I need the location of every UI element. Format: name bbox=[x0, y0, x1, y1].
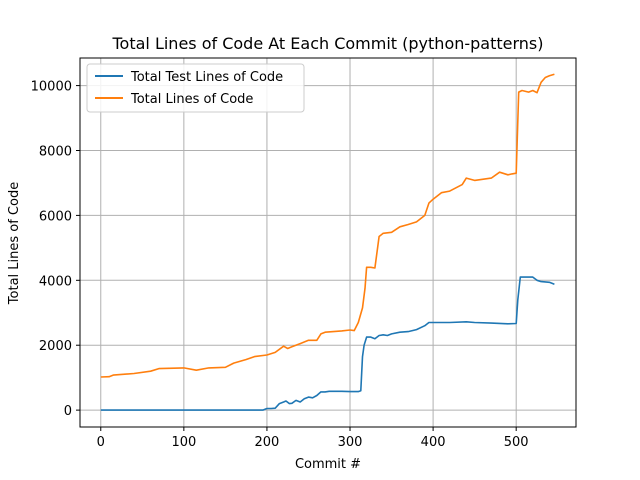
legend-label: Total Test Lines of Code bbox=[130, 70, 283, 85]
chart-title: Total Lines of Code At Each Commit (pyth… bbox=[111, 34, 543, 53]
grid bbox=[80, 58, 576, 427]
x-tick-label: 100 bbox=[171, 435, 196, 450]
x-axis-label: Commit # bbox=[295, 457, 361, 472]
x-tick-label: 0 bbox=[97, 435, 105, 450]
y-tick-label: 10000 bbox=[31, 80, 72, 95]
y-tick-label: 0 bbox=[64, 404, 72, 419]
series-line-0 bbox=[100, 276, 555, 411]
x-tick-label: 500 bbox=[504, 435, 529, 450]
y-tick-label: 2000 bbox=[39, 339, 72, 354]
y-tick-label: 4000 bbox=[39, 274, 72, 289]
x-tick-label: 300 bbox=[338, 435, 363, 450]
legend-label: Total Lines of Code bbox=[130, 92, 253, 107]
legend: Total Test Lines of Code Total Lines of C… bbox=[86, 63, 305, 113]
x-tick-label: 200 bbox=[255, 435, 280, 450]
series-line-1 bbox=[100, 73, 555, 378]
plot-frame bbox=[79, 57, 577, 428]
y-tick-label: 8000 bbox=[39, 144, 72, 159]
series-lines bbox=[100, 73, 555, 411]
legend-box bbox=[86, 63, 305, 113]
x-tick-label: 400 bbox=[421, 435, 446, 450]
y-axis-label: Total Lines of Code bbox=[7, 182, 22, 305]
axis-ticks: 0 100 200 300 400 500 0 2000 4000 6000 8000 10000 bbox=[31, 80, 529, 450]
y-tick-label: 6000 bbox=[39, 209, 72, 224]
